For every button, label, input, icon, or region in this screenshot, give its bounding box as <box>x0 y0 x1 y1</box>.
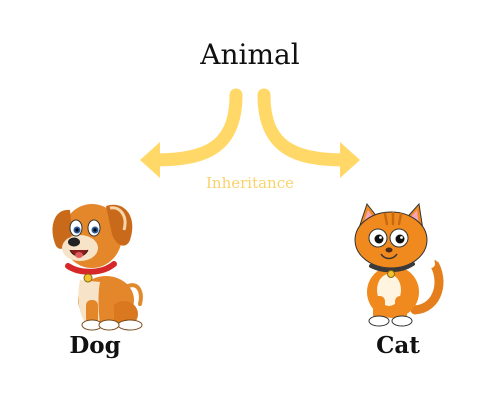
cat-icon <box>354 202 444 327</box>
relation-caption: Inheritance <box>205 174 294 192</box>
dog-icon <box>52 204 145 331</box>
arrow-to-cat <box>257 88 352 167</box>
arrow-to-dog <box>148 88 243 167</box>
arrowhead-left <box>140 142 160 178</box>
child-class-dog-label: Dog <box>69 332 121 359</box>
arrowhead-right <box>340 142 360 178</box>
parent-class-label: Animal <box>200 38 300 71</box>
child-class-cat-label: Cat <box>376 332 420 359</box>
